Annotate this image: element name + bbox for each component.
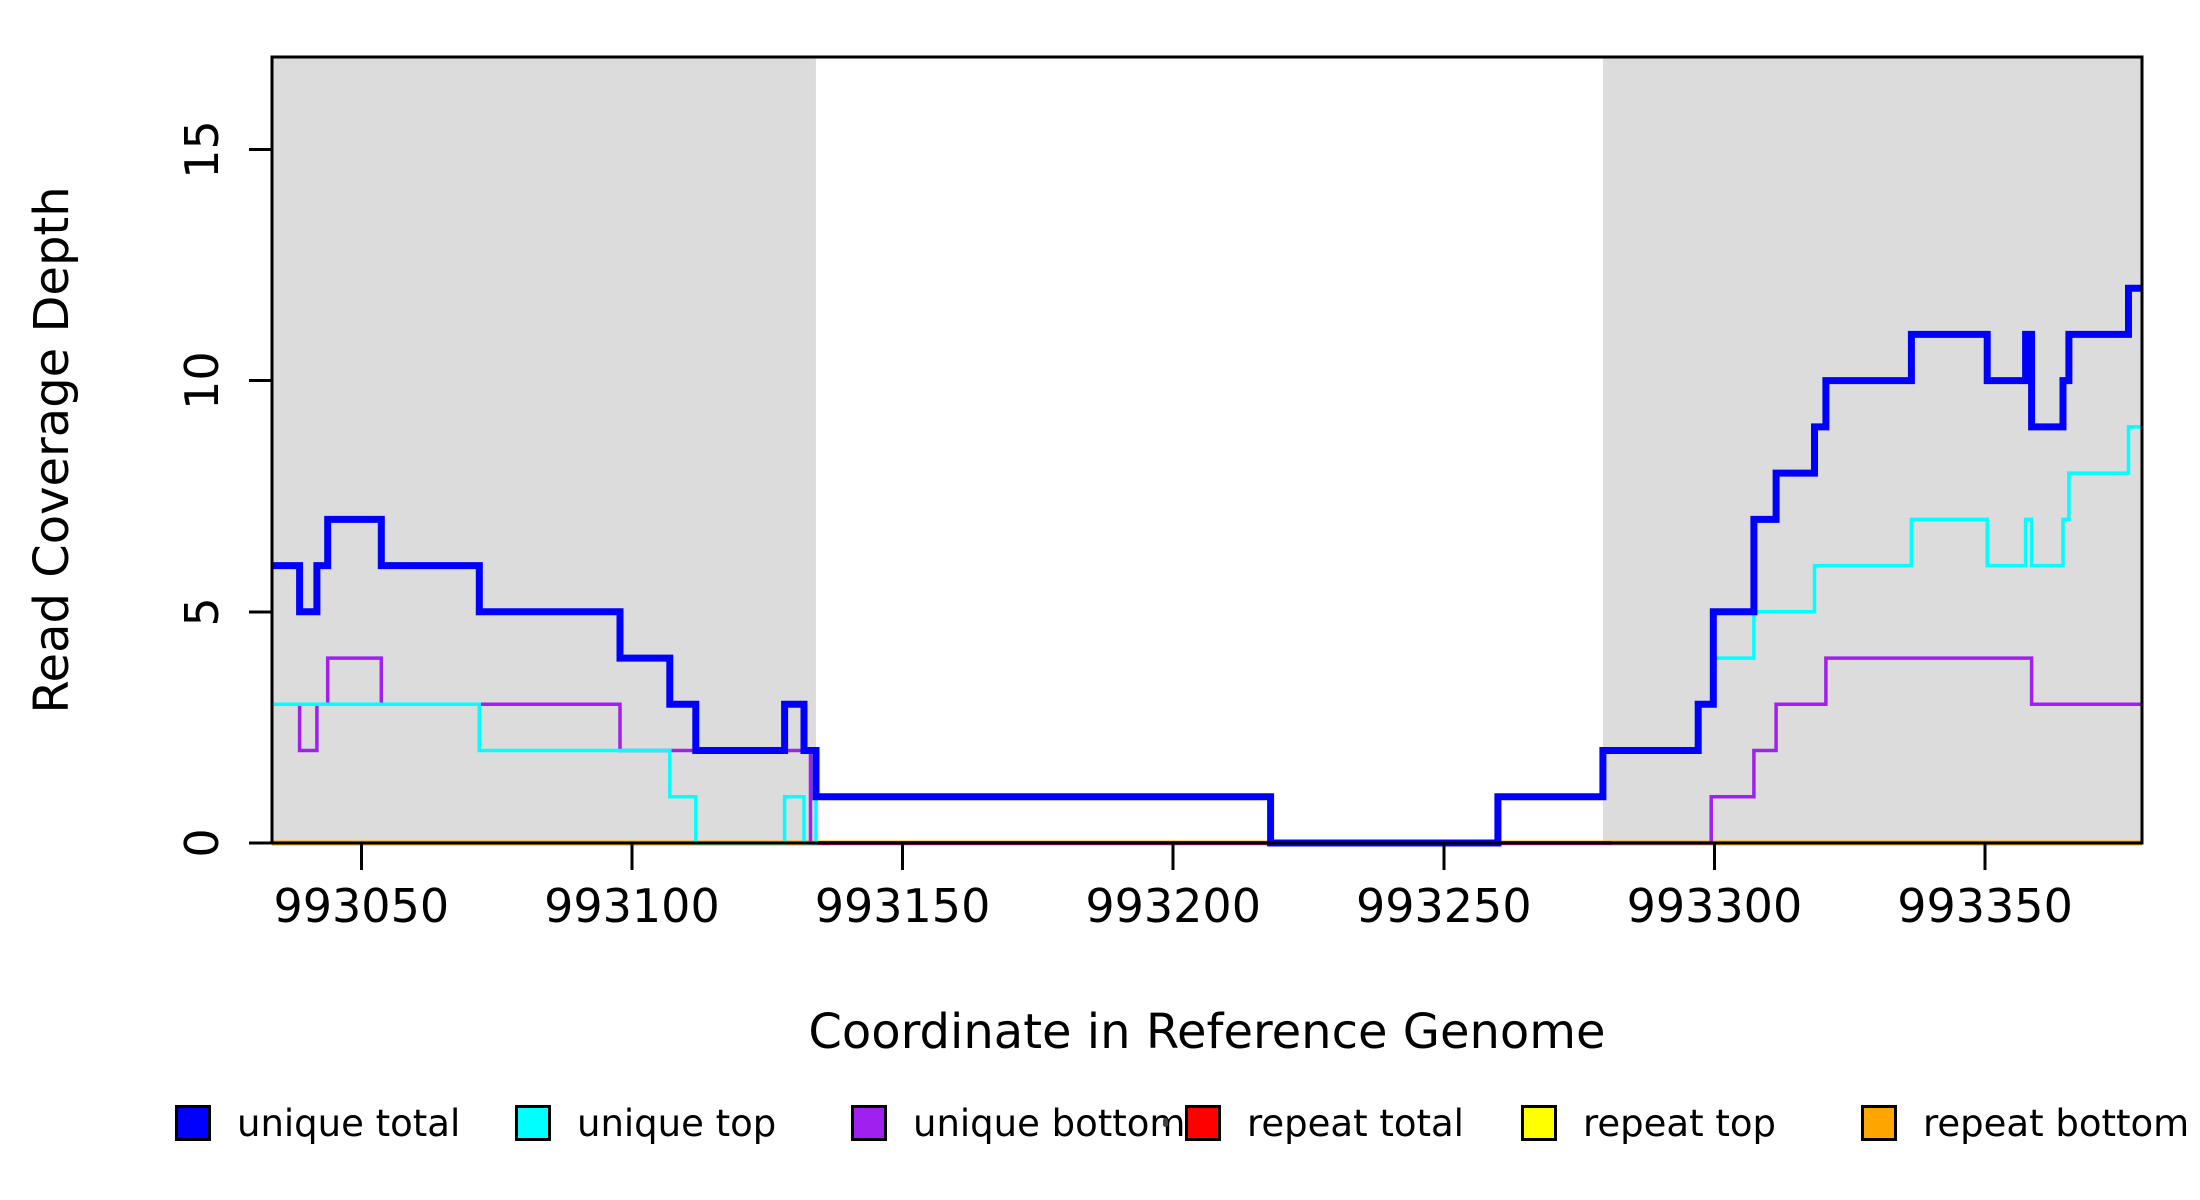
y-tick-label: 10	[175, 351, 229, 410]
legend-item-repeat-total: repeat total	[1185, 1093, 1464, 1153]
legend-label: repeat total	[1247, 1101, 1464, 1145]
plot-frame	[270, 55, 2144, 845]
left-repeat-region	[272, 57, 816, 843]
plot-frame-layer	[270, 55, 2144, 845]
right-repeat-region	[1602, 57, 2142, 843]
unique-top-swatch-icon	[515, 1105, 551, 1141]
repeat-region-shading-layer	[272, 57, 2142, 843]
legend-label: unique top	[577, 1101, 777, 1145]
legend-item-unique-total: unique total	[175, 1093, 460, 1153]
x-tick-label: 993350	[1897, 879, 2073, 933]
x-tick-label: 993200	[1085, 879, 1261, 933]
legend-item-repeat-bottom: repeat bottom	[1861, 1093, 2189, 1153]
legend-label: repeat top	[1583, 1101, 1776, 1145]
series-line-unique-total	[272, 284, 2142, 847]
y-tick-label: 15	[175, 120, 229, 179]
x-tick-label: 993300	[1627, 879, 1803, 933]
y-tick-label: 5	[175, 597, 229, 626]
y-axis-title: Read Coverage Depth	[24, 186, 80, 713]
x-axis-title: Coordinate in Reference Genome	[808, 1004, 1605, 1060]
repeat-top-swatch-icon	[1521, 1105, 1557, 1141]
x-tick-label: 993050	[274, 879, 450, 933]
legend-label: unique bottom	[913, 1101, 1186, 1145]
x-tick-label: 993250	[1356, 879, 1532, 933]
legend-item-unique-top: unique top	[515, 1093, 776, 1153]
x-tick-label: 993150	[815, 879, 991, 933]
x-tick-label: 993100	[544, 879, 720, 933]
legend-label: repeat bottom	[1923, 1101, 2190, 1145]
legend-item-unique-bottom: unique bottom	[851, 1093, 1185, 1153]
stray-mark	[1163, 1118, 1168, 1127]
axis-tick-layer	[249, 147, 1987, 870]
legend-label: unique total	[237, 1101, 461, 1145]
repeat-total-swatch-icon	[1185, 1105, 1221, 1141]
axis-tick-label-layer: 993050 993100 993150 993200 993250 993300 9933…	[175, 120, 2073, 933]
repeat-bottom-swatch-icon	[1861, 1105, 1897, 1141]
y-tick-label: 0	[175, 828, 229, 857]
series-line-unique-bottom	[272, 656, 2142, 845]
legend: unique total unique top unique bottom re…	[0, 1093, 2200, 1163]
unique-total-swatch-icon	[175, 1105, 211, 1141]
unique-bottom-swatch-icon	[851, 1105, 887, 1141]
legend-item-repeat-top: repeat top	[1521, 1093, 1776, 1153]
